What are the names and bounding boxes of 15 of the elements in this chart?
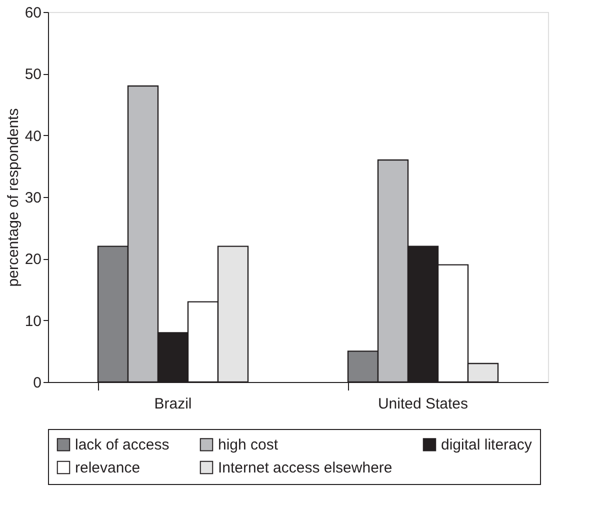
y-tick-label: 30 [24, 190, 42, 206]
y-tick-label: 50 [24, 66, 42, 84]
x-tick-label: Brazil [154, 396, 192, 412]
y-axis-title: percentage of respondents [4, 108, 22, 287]
y-tick-label: 20 [24, 251, 42, 268]
legend-label: lack of access [75, 436, 170, 454]
y-tick-label: 0 [33, 374, 42, 392]
legend-label: Internet access elsewhere [218, 460, 392, 476]
legend-label: digital literacy [441, 436, 532, 454]
legend-label: high cost [218, 436, 279, 454]
y-tick-label: 40 [24, 128, 42, 145]
x-tick-label: United States [378, 396, 468, 412]
y-tick-label: 60 [24, 4, 42, 22]
y-tick-label: 10 [24, 312, 42, 330]
legend-label: relevance [75, 460, 140, 476]
